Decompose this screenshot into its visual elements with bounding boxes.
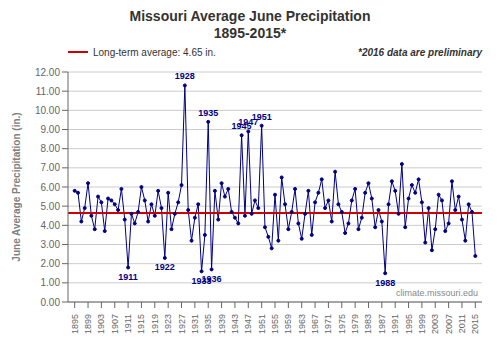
svg-text:1951: 1951 xyxy=(257,314,267,334)
svg-text:2011: 2011 xyxy=(457,314,467,333)
svg-text:1911: 1911 xyxy=(123,314,133,333)
svg-text:2015: 2015 xyxy=(470,314,480,334)
svg-text:1936: 1936 xyxy=(202,274,222,284)
svg-text:1935: 1935 xyxy=(198,108,218,118)
svg-text:8.00: 8.00 xyxy=(41,143,61,154)
svg-text:1988: 1988 xyxy=(375,278,395,288)
svg-text:1943: 1943 xyxy=(230,314,240,334)
svg-text:1931: 1931 xyxy=(190,314,200,334)
svg-text:0.00: 0.00 xyxy=(41,297,61,308)
svg-text:1971: 1971 xyxy=(323,314,333,334)
html-text:Long-term average: 4.65 in.: Long-term average: 4.65 in. xyxy=(93,46,216,58)
svg-text:1915: 1915 xyxy=(136,314,146,334)
svg-text:1947: 1947 xyxy=(243,314,253,334)
svg-text:June Average Precipitation (in: June Average Precipitation (in.) xyxy=(11,112,22,261)
svg-text:9.00: 9.00 xyxy=(41,124,61,135)
svg-text:1995: 1995 xyxy=(404,314,414,334)
svg-text:11.00: 11.00 xyxy=(36,86,61,97)
svg-text:1939: 1939 xyxy=(217,314,227,334)
svg-text:1903: 1903 xyxy=(96,314,106,334)
svg-text:2003: 2003 xyxy=(430,314,440,334)
svg-text:10.00: 10.00 xyxy=(35,105,60,116)
svg-text:1899: 1899 xyxy=(83,314,93,334)
svg-text:1935: 1935 xyxy=(203,314,213,334)
html-text:climate.missouri.edu: climate.missouri.edu xyxy=(396,288,478,298)
svg-text:2007: 2007 xyxy=(444,314,454,334)
svg-text:1987: 1987 xyxy=(377,314,387,334)
svg-text:5.00: 5.00 xyxy=(41,201,61,212)
svg-text:1991: 1991 xyxy=(390,314,400,334)
svg-text:1907: 1907 xyxy=(110,314,120,334)
html-text:1895-2015*: 1895-2015* xyxy=(213,25,287,41)
svg-text:1975: 1975 xyxy=(337,314,347,334)
svg-text:7.00: 7.00 xyxy=(41,162,61,173)
svg-text:4.00: 4.00 xyxy=(41,220,61,231)
svg-text:3.00: 3.00 xyxy=(41,239,61,250)
svg-text:1959: 1959 xyxy=(283,314,293,334)
svg-text:1999: 1999 xyxy=(417,314,427,334)
svg-text:1895: 1895 xyxy=(70,314,80,334)
svg-text:1919: 1919 xyxy=(150,314,160,334)
svg-text:1927: 1927 xyxy=(177,314,187,334)
svg-text:1955: 1955 xyxy=(270,314,280,334)
svg-text:1928: 1928 xyxy=(175,71,195,81)
svg-text:1923: 1923 xyxy=(163,314,173,334)
html-text:*2016 data are preliminary: *2016 data are preliminary xyxy=(358,46,482,58)
svg-text:6.00: 6.00 xyxy=(41,182,61,193)
svg-text:1983: 1983 xyxy=(363,314,373,334)
svg-text:1911: 1911 xyxy=(118,272,138,282)
svg-text:1963: 1963 xyxy=(297,314,307,334)
svg-text:1947: 1947 xyxy=(238,117,259,128)
svg-text:1979: 1979 xyxy=(350,314,360,334)
html-text:Missouri Average June Precipit: Missouri Average June Precipitation xyxy=(129,8,371,24)
svg-text:1.00: 1.00 xyxy=(41,277,61,288)
svg-text:1951: 1951 xyxy=(252,112,272,122)
svg-text:12.00: 12.00 xyxy=(35,67,60,78)
svg-text:1922: 1922 xyxy=(155,262,175,272)
svg-text:2.00: 2.00 xyxy=(41,258,61,269)
svg-text:1967: 1967 xyxy=(310,314,320,334)
